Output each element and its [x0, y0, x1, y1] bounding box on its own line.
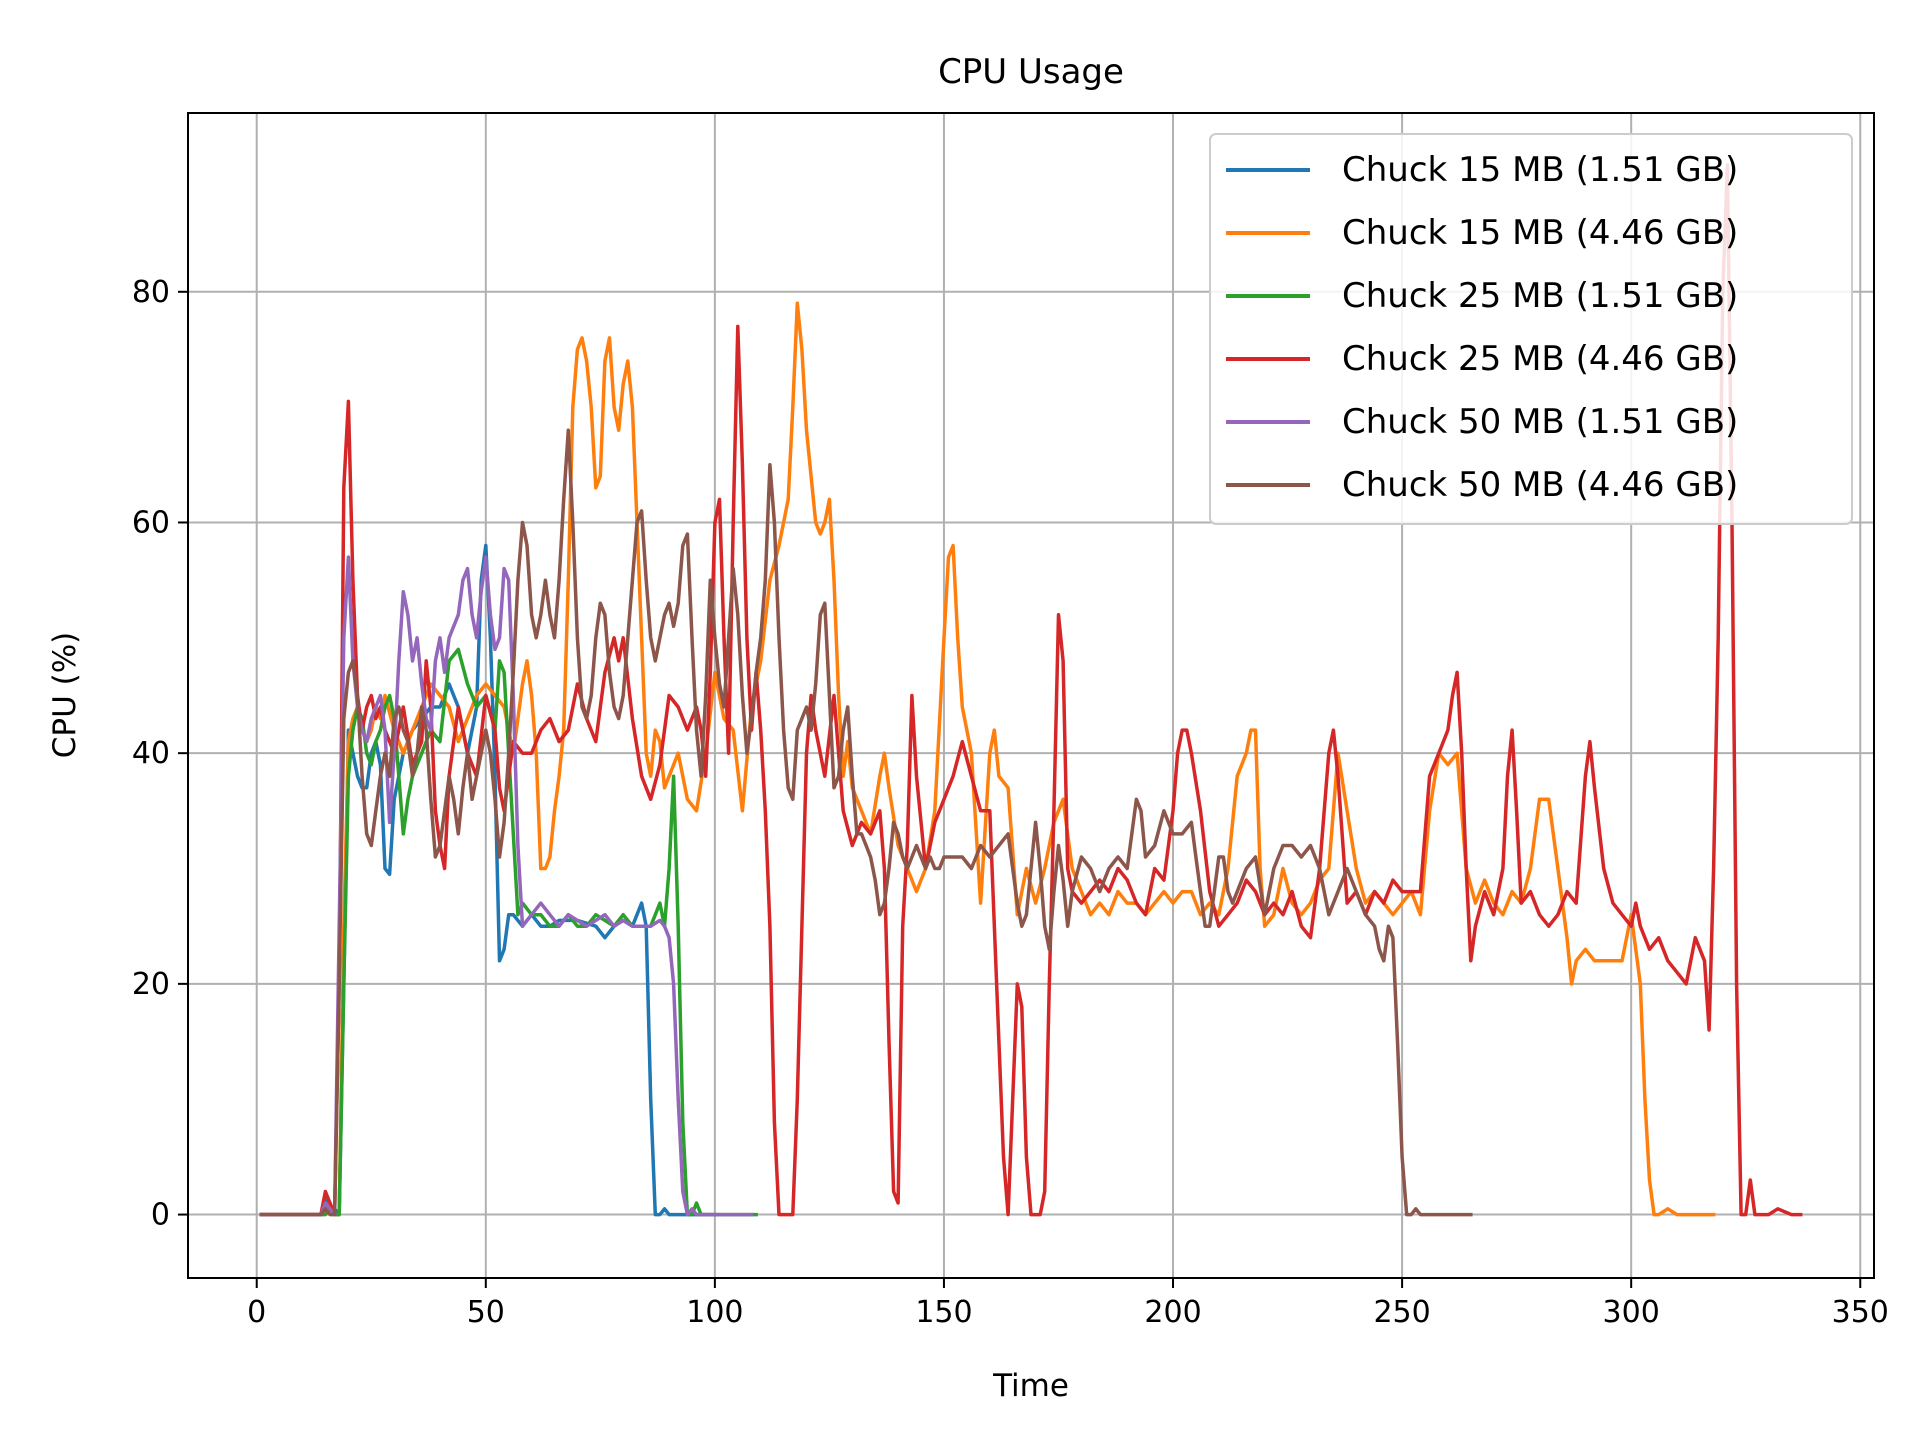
legend-label-4: Chuck 25 MB (4.46 GB) [1342, 339, 1738, 379]
series-line-4 [259, 163, 1803, 1217]
legend-label-6: Chuck 50 MB (4.46 GB) [1342, 465, 1738, 505]
chart-title: CPU Usage [938, 52, 1124, 92]
legend-label-5: Chuck 50 MB (1.51 GB) [1342, 402, 1738, 442]
y-tick-label: 40 [132, 736, 170, 771]
y-axis-label: CPU (%) [47, 632, 83, 759]
y-axis-ticks: 0 20 40 60 80 [132, 275, 188, 1233]
x-tick-label: 100 [686, 1295, 743, 1330]
series-line-6 [259, 428, 1473, 1217]
x-tick-label: 250 [1373, 1295, 1430, 1330]
series-line-5 [259, 555, 754, 1217]
x-axis-ticks: 0 50 100 150 200 250 300 350 [247, 1278, 1889, 1330]
series-layer [259, 163, 1803, 1217]
plot-frame [187, 112, 1875, 1279]
y-tick-label: 0 [151, 1198, 170, 1233]
x-tick-label: 350 [1832, 1295, 1889, 1330]
x-tick-label: 50 [467, 1295, 505, 1330]
x-tick-label: 200 [1144, 1295, 1201, 1330]
x-tick-label: 0 [247, 1295, 266, 1330]
legend-box [1209, 133, 1853, 525]
legend-label-2: Chuck 15 MB (4.46 GB) [1342, 213, 1738, 253]
legend-label-3: Chuck 25 MB (1.51 GB) [1342, 276, 1738, 316]
legend: Chuck 15 MB (1.51 GB) Chuck 15 MB (4.46 G… [1209, 133, 1853, 525]
y-tick-label: 60 [132, 505, 170, 540]
legend-label-1: Chuck 15 MB (1.51 GB) [1342, 150, 1738, 190]
x-tick-label: 300 [1603, 1295, 1660, 1330]
x-axis-label: Time [992, 1368, 1069, 1404]
y-tick-label: 80 [132, 275, 170, 310]
x-tick-label: 150 [915, 1295, 972, 1330]
series-line-2 [259, 301, 1716, 1217]
y-tick-label: 20 [132, 967, 170, 1002]
